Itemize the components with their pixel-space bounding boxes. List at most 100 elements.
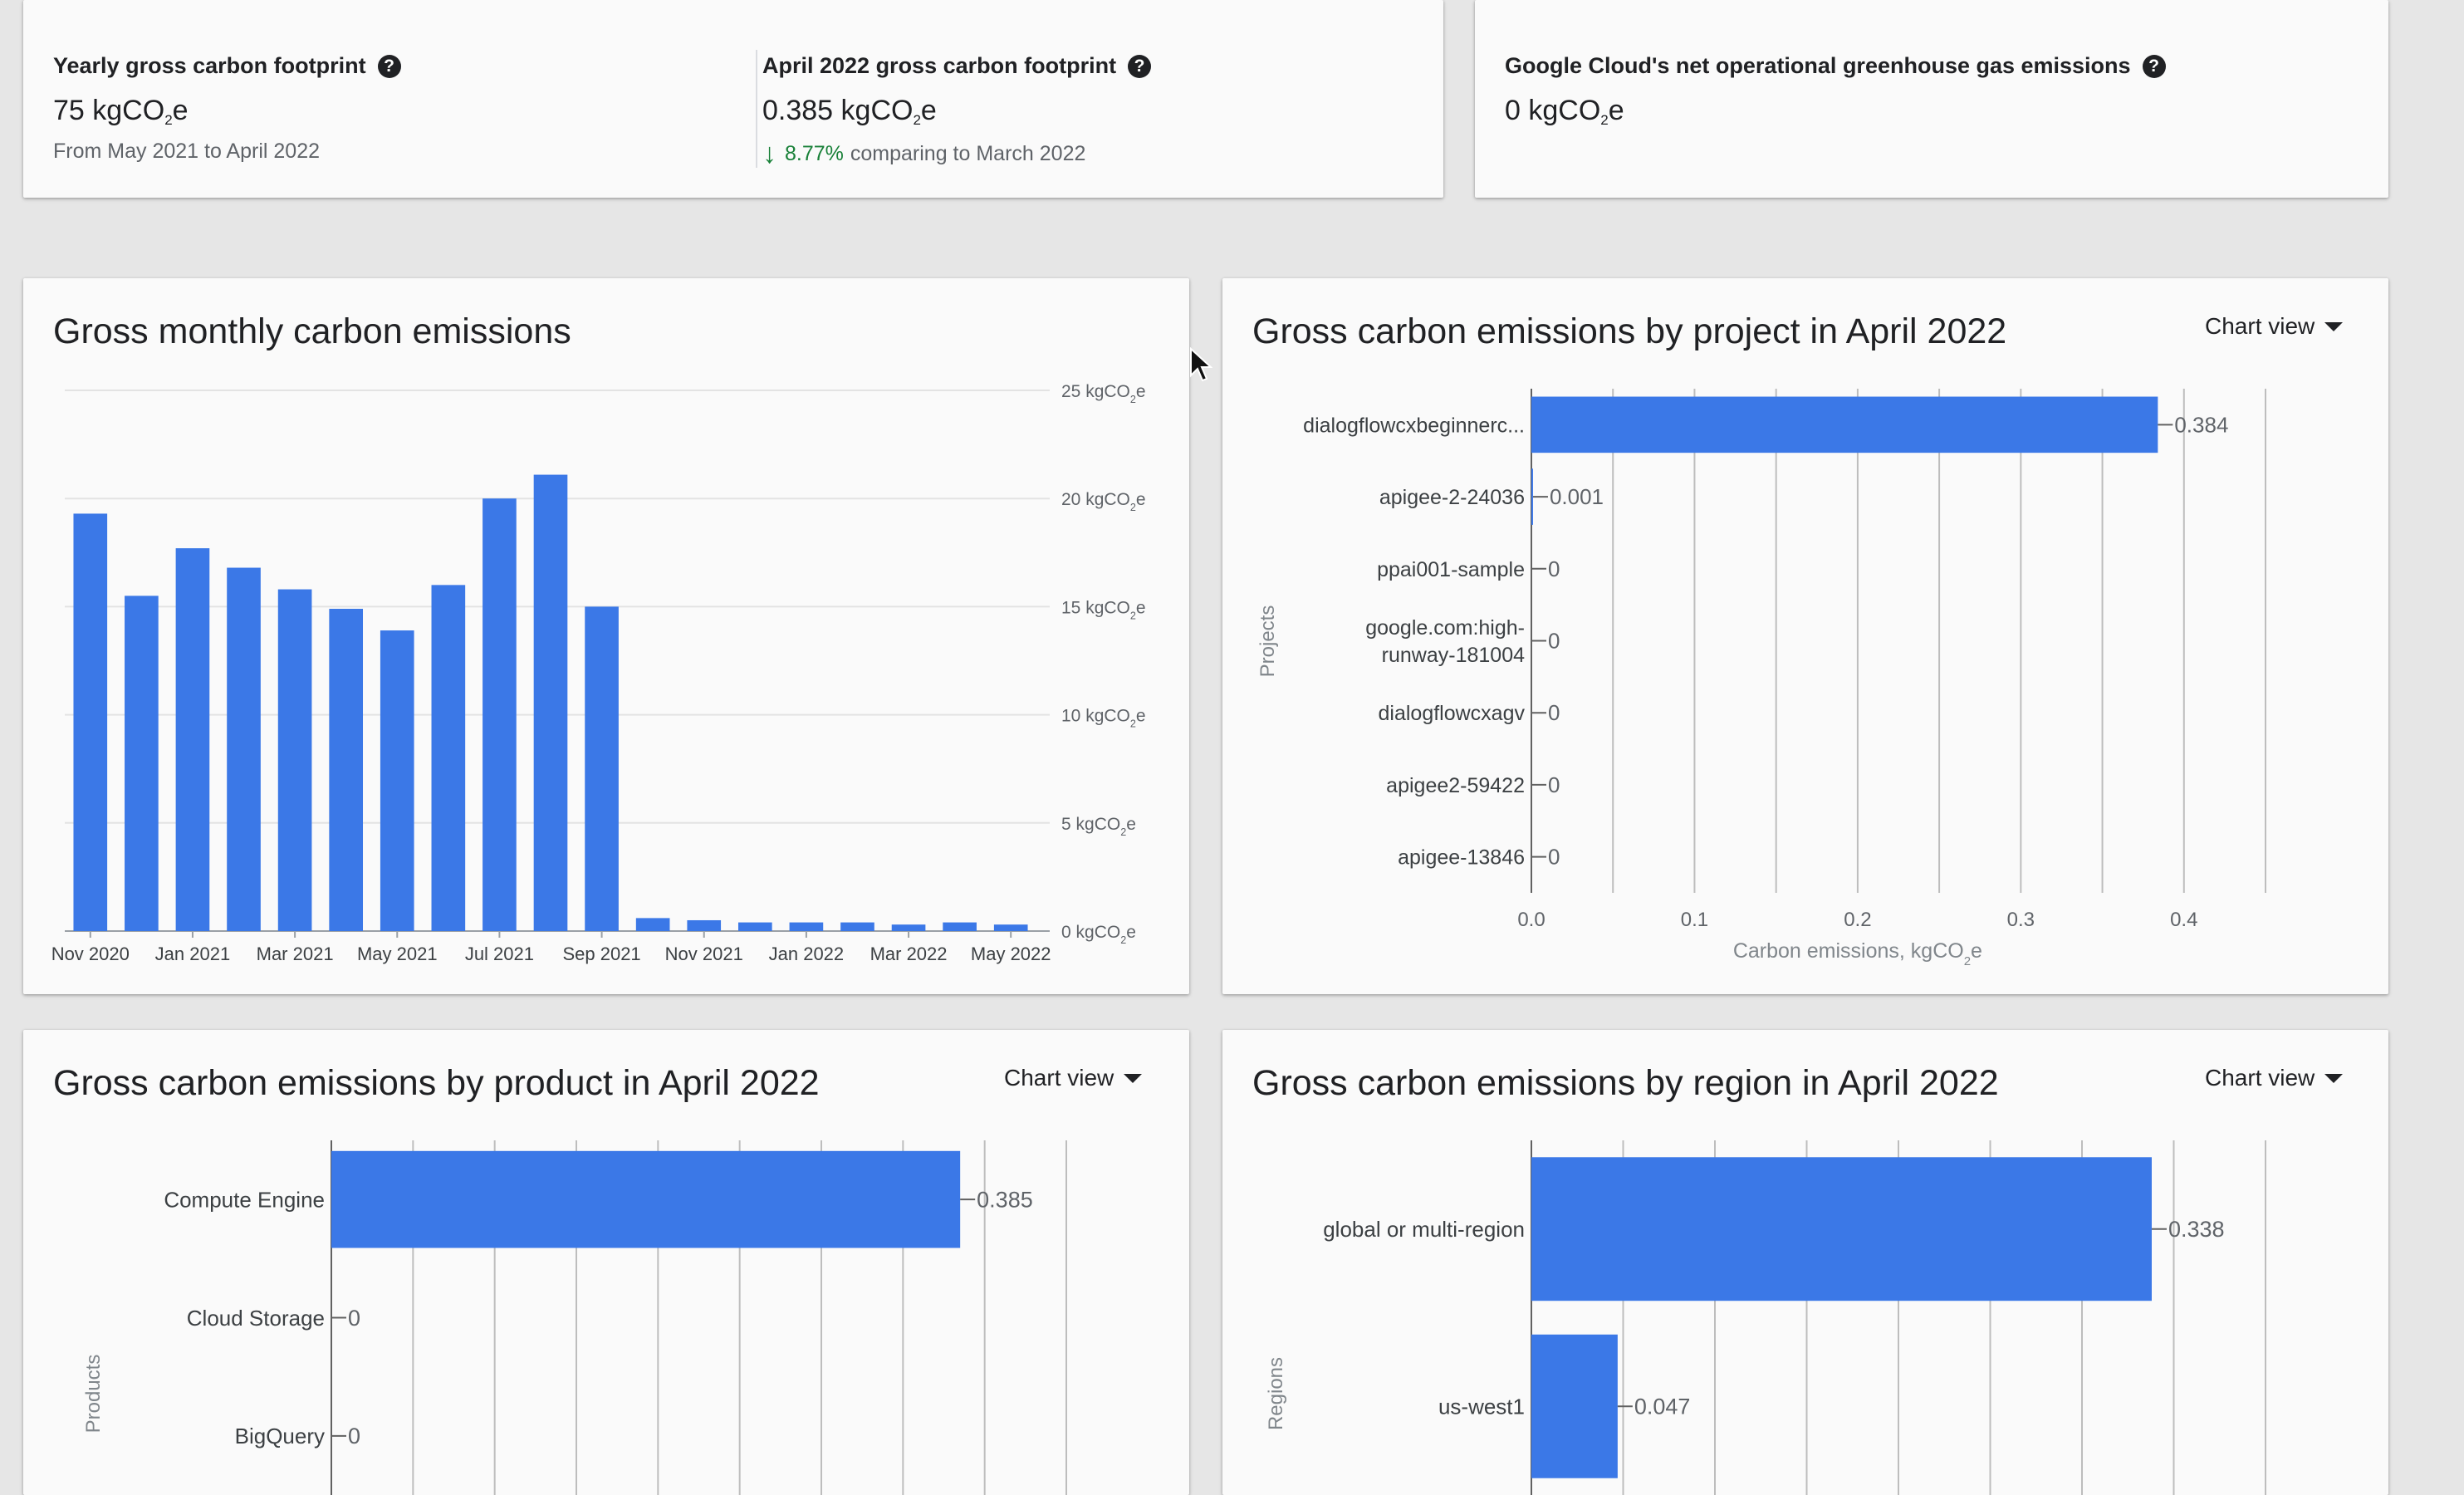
kpi-net-label: Google Cloud's net operational greenhous… xyxy=(1505,53,2131,78)
help-icon[interactable]: ? xyxy=(2142,54,2166,78)
bar xyxy=(1531,1334,1618,1478)
kpi-monthly-value-sub: 2 xyxy=(913,112,921,128)
kpi-monthly-label: April 2022 gross carbon footprint xyxy=(762,53,1117,78)
category-label: us-west1 xyxy=(1438,1395,1525,1419)
product-emissions-chart: Compute Engine 0.385 Cloud Storage 0 BigQuer… xyxy=(82,1140,1067,1495)
chart-view-label: Chart view xyxy=(1004,1065,1114,1091)
help-icon[interactable]: ? xyxy=(377,54,401,78)
kpi-yearly-label: Yearly gross carbon footprint xyxy=(53,53,366,78)
trend-percent: 8.77% xyxy=(785,141,844,165)
bar xyxy=(635,918,670,931)
bar xyxy=(1531,396,2158,453)
x-tick-label: 0.4 xyxy=(2170,909,2197,931)
kpi-card-net: Google Cloud's net operational greenhous… xyxy=(1475,0,2388,198)
chart-view-dropdown[interactable]: Chart view xyxy=(2205,313,2344,340)
region-emissions-chart: global or multi-region 0.338 us-west1 0.047… xyxy=(1265,1140,2266,1495)
bar xyxy=(687,919,722,931)
kpi-net-value-sub: 2 xyxy=(1600,112,1609,128)
chart-title: Gross carbon emissions by project in Apr… xyxy=(1252,311,2007,351)
chart-title: Gross monthly carbon emissions xyxy=(53,311,571,351)
y-axis-label: Regions xyxy=(1265,1357,1287,1430)
chart-view-label: Chart view xyxy=(2205,313,2315,339)
category-label: dialogflowcxagv xyxy=(1379,702,1526,725)
arrow-down-icon: ↓ xyxy=(762,138,776,169)
bar xyxy=(329,609,364,931)
bar xyxy=(840,922,874,931)
project-emissions-chart: dialogflowcxbeginnerc... 0.384 apigee-2-24… xyxy=(1256,389,2266,968)
bar xyxy=(585,606,619,931)
chart-title: Gross carbon emissions by region in Apri… xyxy=(1252,1063,1999,1103)
value-label: 0 xyxy=(1548,772,1560,797)
bar xyxy=(737,922,772,931)
value-label: 0.385 xyxy=(977,1188,1033,1213)
card-monthly-emissions: Gross monthly carbon emissions 0 kgCO2e 5… xyxy=(23,278,1189,994)
x-tick-label: Mar 2022 xyxy=(870,944,948,964)
category-label: runway-181004 xyxy=(1382,644,1525,667)
card-product-emissions: Gross carbon emissions by product in Apr… xyxy=(23,1030,1189,1495)
x-tick-label: 0.0 xyxy=(1517,909,1545,931)
bar xyxy=(1531,468,1533,525)
mouse-cursor-icon xyxy=(1190,347,1212,382)
bar xyxy=(73,513,108,931)
value-label: 0 xyxy=(348,1306,360,1331)
y-tick-label: 15 kgCO2e xyxy=(1061,598,1146,621)
y-tick-label: 0 kgCO2e xyxy=(1061,923,1136,946)
value-label: 0.047 xyxy=(1634,1395,1691,1419)
x-tick-label: Mar 2021 xyxy=(257,944,334,964)
bar xyxy=(483,498,517,931)
kpi-monthly-trend: ↓ 8.77% comparing to March 2022 xyxy=(762,140,1085,168)
category-label: apigee2-59422 xyxy=(1386,774,1525,797)
kpi-net-value-suffix: e xyxy=(1608,95,1624,126)
value-label: 0.001 xyxy=(1550,484,1604,509)
category-label: google.com:high- xyxy=(1365,616,1525,640)
bar xyxy=(380,630,414,931)
value-label: 0 xyxy=(1548,629,1560,654)
kpi-yearly-value: 75 kgCO2e xyxy=(53,95,189,129)
x-tick-label: Nov 2020 xyxy=(51,944,130,964)
x-tick-label: 0.3 xyxy=(2007,909,2035,931)
value-label: 0.384 xyxy=(2174,412,2228,437)
x-tick-label: Jan 2021 xyxy=(155,944,231,964)
caret-down-icon xyxy=(2324,1073,2344,1083)
y-tick-label: 25 kgCO2e xyxy=(1061,382,1146,405)
kpi-monthly-value-suffix: e xyxy=(920,95,937,126)
trend-text: comparing to March 2022 xyxy=(850,141,1086,165)
kpi-yearly-value-suffix: e xyxy=(172,95,189,126)
bar xyxy=(789,922,824,931)
kpi-monthly-value-text: 0.385 kgCO xyxy=(762,95,914,126)
card-region-emissions: Gross carbon emissions by region in Apri… xyxy=(1222,1030,2388,1495)
category-label: apigee-2-24036 xyxy=(1379,486,1525,509)
chart-view-dropdown[interactable]: Chart view xyxy=(1004,1065,1143,1091)
x-tick-label: Jul 2021 xyxy=(465,944,534,964)
bar xyxy=(431,585,466,931)
bar xyxy=(175,548,210,931)
kpi-net-label-row: Google Cloud's net operational greenhous… xyxy=(1505,53,2166,79)
value-label: 0 xyxy=(1548,700,1560,725)
x-tick-label: 0.2 xyxy=(1844,909,1871,931)
kpi-yearly-range: From May 2021 to April 2022 xyxy=(53,140,320,163)
kpi-yearly-value-text: 75 kgCO xyxy=(53,95,165,126)
kpi-yearly-label-row: Yearly gross carbon footprint ? xyxy=(53,53,401,79)
kpi-monthly-value: 0.385 kgCO2e xyxy=(762,95,937,129)
chart-view-dropdown[interactable]: Chart view xyxy=(2205,1065,2344,1091)
bar xyxy=(1531,1157,2152,1301)
kpi-net-value: 0 kgCO2e xyxy=(1505,95,1624,129)
bar xyxy=(331,1150,961,1248)
category-label: BigQuery xyxy=(235,1424,325,1448)
value-label: 0 xyxy=(348,1424,360,1448)
x-tick-label: 0.1 xyxy=(1681,909,1708,931)
card-project-emissions: Gross carbon emissions by project in Apr… xyxy=(1222,278,2388,994)
y-tick-label: 5 kgCO2e xyxy=(1061,815,1136,838)
kpi-card-footprint: Yearly gross carbon footprint ? 75 kgCO2… xyxy=(23,0,1443,198)
x-tick-label: Jan 2022 xyxy=(769,944,845,964)
value-label: 0 xyxy=(1548,556,1560,581)
category-label: Cloud Storage xyxy=(187,1306,325,1331)
help-icon[interactable]: ? xyxy=(1128,54,1152,78)
x-tick-label: May 2021 xyxy=(357,944,438,964)
monthly-emissions-chart: 0 kgCO2e 5 kgCO2e 10 kgCO2e 15 kgCO2e 20 kgC… xyxy=(51,382,1146,964)
category-label: ppai001-sample xyxy=(1377,558,1525,581)
bar xyxy=(227,567,261,931)
x-tick-label: May 2022 xyxy=(971,944,1051,964)
bar xyxy=(891,924,926,931)
x-tick-label: Sep 2021 xyxy=(562,944,640,964)
